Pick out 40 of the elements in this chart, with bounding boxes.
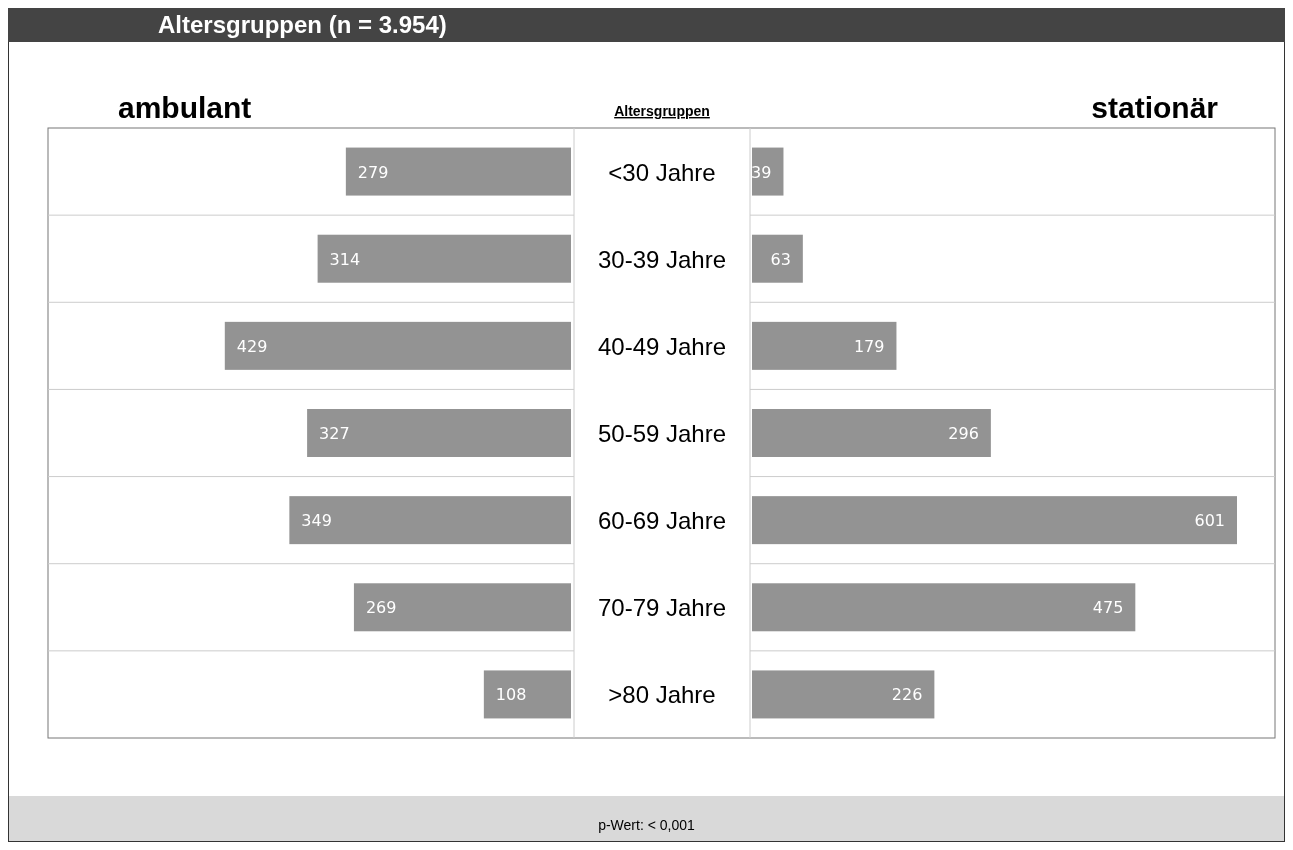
bar [752, 670, 935, 719]
data-label: 108 [495, 685, 527, 705]
bar [752, 409, 991, 457]
bar [752, 583, 1136, 632]
data-label: 279 [357, 162, 389, 182]
y-tick-label: 50-59 Jahre [597, 420, 727, 447]
bar [317, 234, 571, 283]
data-label: 475 [1092, 598, 1124, 618]
bar [752, 321, 897, 370]
data-label: 63 [770, 249, 791, 269]
bar [483, 670, 571, 719]
bar [752, 496, 1237, 545]
chart-title: Altersgruppen (n = 3.954) [158, 11, 447, 38]
y-tick-label: <30 Jahre [608, 158, 716, 186]
y-tick-label: >80 Jahre [608, 681, 716, 709]
data-label: 327 [319, 424, 350, 443]
text: p-Wert: < 0,001 [598, 817, 696, 833]
data-label: 314 [329, 249, 361, 269]
text: ambulant [118, 91, 252, 124]
data-label: 269 [365, 598, 397, 618]
bar [752, 147, 784, 196]
y-tick-label: 70-79 Jahre [597, 594, 727, 622]
data-label: 349 [301, 511, 332, 531]
data-label: 226 [891, 685, 923, 705]
y-tick-label: 60-69 Jahre [597, 507, 727, 535]
y-tick-label: 40-49 Jahre [597, 332, 727, 360]
data-label: 39 [751, 162, 772, 182]
data-label: 179 [853, 336, 885, 356]
data-label: 601 [1194, 511, 1225, 531]
text: stationär [1091, 91, 1219, 124]
bar [289, 496, 571, 545]
data-label: 296 [948, 424, 979, 443]
bar [752, 234, 803, 283]
y-tick-label: 30-39 Jahre [597, 245, 727, 273]
data-label: 429 [236, 336, 268, 356]
bar [307, 409, 571, 457]
y-axis-title: Altersgruppen [614, 103, 710, 119]
bar [224, 321, 571, 370]
bar [345, 147, 571, 196]
bar [353, 583, 571, 632]
